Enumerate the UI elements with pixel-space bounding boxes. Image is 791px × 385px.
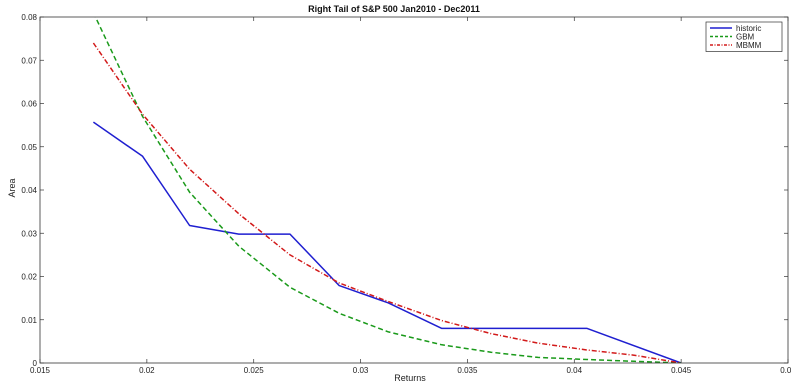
x-tick-label: 0.03: [353, 366, 369, 375]
legend-box: [705, 21, 783, 52]
series-line-gbm: [94, 17, 682, 363]
y-tick-label: 0.08: [21, 13, 37, 22]
plot-area: 0.015 0.02 0.025 0.03 0.035 0.04 0.045 0.05 0 0.0…: [21, 13, 791, 375]
y-axis-title: Area: [7, 178, 17, 197]
y-tick-label: 0.06: [21, 100, 37, 109]
x-tick-label: 0.015: [30, 366, 51, 375]
x-axis-title: Returns: [394, 373, 426, 383]
series-line-historic: [92, 121, 682, 363]
y-tick-label: 0.05: [21, 143, 37, 152]
chart-title: Right Tail of S&P 500 Jan2010 - Dec2011: [308, 4, 480, 14]
legend-label-mbmm: MBMM: [736, 41, 762, 50]
y-tick-label: 0.03: [21, 229, 37, 238]
x-tick-label: 0.02: [139, 366, 155, 375]
x-tick-label: 0.05: [780, 366, 791, 375]
y-tick-label: 0.02: [21, 273, 37, 282]
x-tick-label: 0.045: [671, 366, 692, 375]
y-tick-label: 0: [33, 359, 38, 368]
legend-label-gbm: GBM: [736, 33, 755, 42]
y-tick-label: 0.07: [21, 56, 37, 65]
x-tick-label: 0.025: [244, 366, 265, 375]
y-tick-label: 0.01: [21, 316, 37, 325]
y-tick-label: 0.04: [21, 186, 37, 195]
x-tick-label: 0.035: [457, 366, 478, 375]
legend-label-historic: historic: [736, 24, 761, 33]
x-tick-label: 0.04: [566, 366, 582, 375]
series-line-mbmm: [92, 42, 682, 363]
